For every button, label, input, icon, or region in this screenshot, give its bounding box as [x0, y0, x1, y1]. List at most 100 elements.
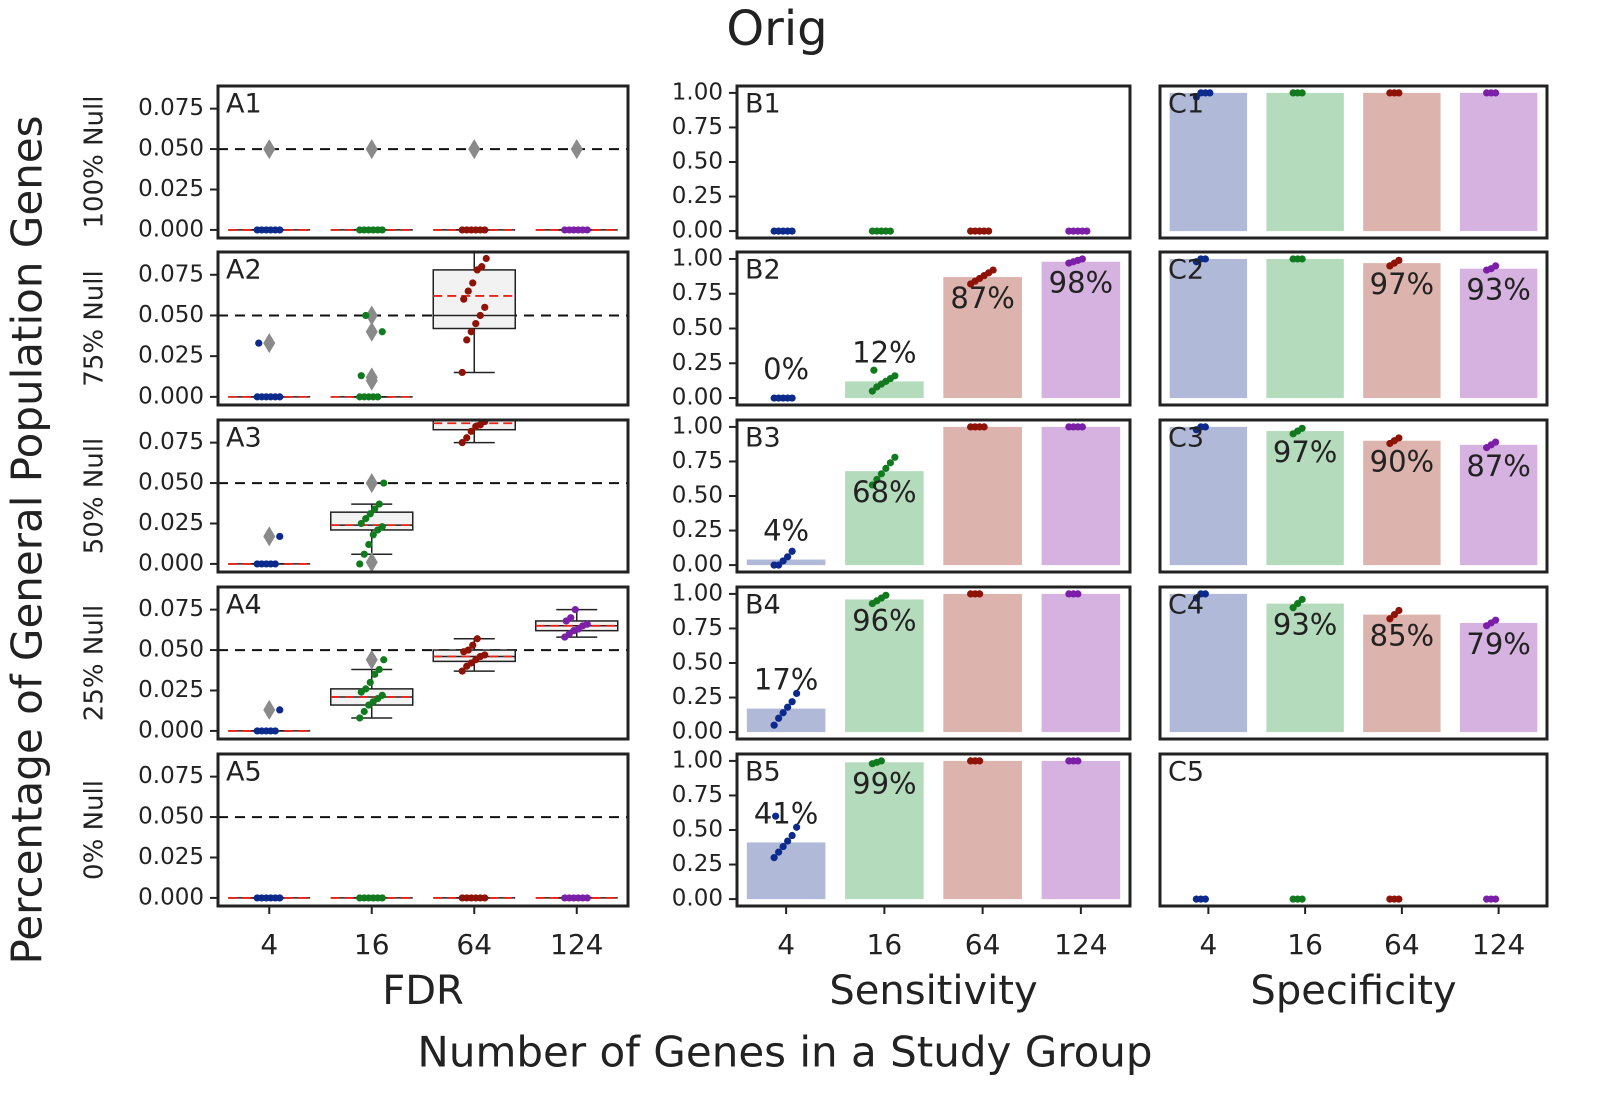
data-point — [1201, 255, 1209, 263]
data-point — [463, 434, 471, 442]
data-point — [583, 620, 591, 628]
x-tick-label: 4 — [777, 928, 795, 961]
data-point — [891, 453, 899, 461]
bar — [1363, 440, 1441, 566]
bar — [1266, 603, 1344, 733]
value-label: 41% — [754, 796, 818, 830]
panel-frame — [1158, 250, 1549, 407]
data-point — [460, 295, 468, 303]
panel-frame — [735, 250, 1132, 407]
bar — [845, 762, 924, 900]
y-tick-label: 0.000 — [138, 383, 204, 409]
data-point — [378, 226, 386, 234]
outlier — [365, 473, 378, 494]
bar — [746, 708, 826, 733]
y-tick-label: 0.000 — [138, 216, 204, 242]
panel-frame — [216, 418, 630, 574]
data-point — [371, 670, 379, 678]
y-tick-label: 0.025 — [138, 510, 204, 536]
data-point — [1078, 255, 1086, 263]
bar — [1459, 622, 1538, 733]
x-tick-label: 4 — [1199, 928, 1217, 961]
y-tick-label: 0.00 — [672, 719, 723, 745]
data-point — [473, 635, 481, 643]
bar — [1266, 431, 1344, 566]
data-point — [464, 646, 472, 654]
bar — [1459, 268, 1538, 399]
data-point — [369, 531, 377, 539]
bar — [1363, 92, 1441, 232]
y-tick-label: 0.25 — [672, 183, 723, 209]
panel-plot-area — [1169, 255, 1538, 399]
x-tick-label: 64 — [965, 928, 1001, 961]
outlier — [365, 321, 378, 342]
data-point — [380, 656, 388, 664]
y-tick-label: 1.00 — [672, 413, 723, 439]
panel-frame — [1158, 84, 1549, 240]
y-tick-label: 1.00 — [672, 79, 723, 105]
y-tick-label: 0.75 — [672, 114, 723, 140]
data-point — [255, 339, 263, 347]
panel-label: B4 — [745, 590, 781, 621]
column-label: Specificity — [1250, 968, 1456, 1014]
data-point — [463, 336, 471, 344]
data-point — [467, 328, 475, 336]
value-label: 4% — [763, 514, 809, 548]
data-point — [464, 287, 472, 295]
bar — [943, 593, 1022, 733]
panel-plot-area — [218, 252, 628, 401]
data-point — [770, 854, 778, 862]
data-point — [877, 757, 885, 765]
panel-frame — [216, 585, 630, 741]
x-tick-label: 4 — [260, 928, 278, 961]
data-point — [276, 532, 284, 541]
y-tick-label: 0.00 — [672, 218, 723, 244]
data-point — [891, 372, 899, 380]
data-point — [362, 515, 370, 523]
data-point — [1395, 434, 1403, 442]
panel-frame — [1158, 585, 1549, 741]
y-tick-label: 0.50 — [672, 483, 723, 509]
data-point — [371, 505, 379, 513]
panel-frame — [735, 585, 1132, 741]
data-point — [1201, 895, 1209, 903]
panel-label: A5 — [226, 757, 262, 788]
data-point — [481, 651, 489, 659]
value-label: 85% — [1370, 619, 1434, 653]
panel-plot-area — [1192, 895, 1500, 903]
data-point — [478, 263, 486, 271]
outlier — [365, 552, 378, 572]
data-point — [788, 547, 796, 555]
panel-frame — [735, 752, 1132, 908]
data-point — [458, 667, 466, 675]
bar — [1041, 261, 1121, 399]
panel-plot-area — [746, 590, 1121, 733]
y-tick-label: 0.025 — [138, 677, 204, 703]
y-tick-label: 1.00 — [672, 245, 723, 271]
x-tick-label: 16 — [1287, 928, 1323, 961]
bar — [845, 599, 924, 733]
panel-plot-area — [770, 227, 1091, 235]
panel-label: C5 — [1168, 757, 1204, 788]
data-point — [360, 707, 368, 716]
outlier — [365, 305, 378, 326]
data-point — [1074, 590, 1082, 598]
y-tick-label: 0.00 — [672, 385, 723, 411]
value-label: 87% — [950, 281, 1014, 315]
data-point — [357, 372, 365, 380]
data-point — [868, 481, 876, 489]
panel-plot-area — [218, 139, 628, 234]
data-point — [481, 226, 489, 234]
outlier — [468, 139, 481, 160]
y-tick-label: 0.00 — [672, 886, 723, 912]
value-label: 87% — [1466, 449, 1530, 483]
outlier — [263, 526, 276, 547]
bar — [1169, 258, 1248, 399]
panel-plot-area — [218, 420, 628, 572]
data-point — [976, 590, 984, 598]
data-point — [886, 459, 894, 467]
data-point — [365, 540, 373, 549]
row-label: 0% Null — [80, 780, 110, 880]
bar — [1041, 760, 1121, 900]
